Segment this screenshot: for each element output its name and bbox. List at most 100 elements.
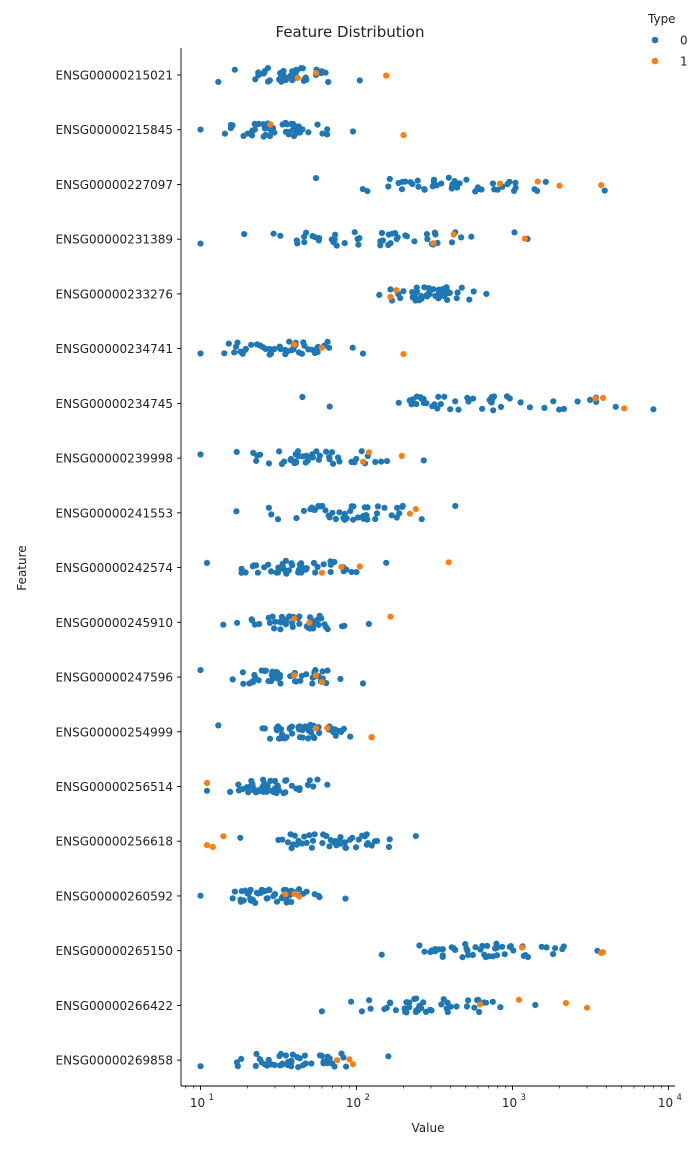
point-type-0 xyxy=(601,187,608,194)
point-type-1 xyxy=(203,842,211,849)
point-type-0 xyxy=(262,667,269,674)
point-type-0 xyxy=(431,401,438,408)
point-type-0 xyxy=(229,895,236,902)
point-type-0 xyxy=(315,503,322,510)
point-type-0 xyxy=(377,242,384,249)
point-type-1 xyxy=(318,679,325,686)
point-type-0 xyxy=(290,841,297,848)
point-type-0 xyxy=(346,836,354,843)
y-tick-label: ENSG00000245910 xyxy=(56,616,173,630)
point-type-0 xyxy=(497,1004,504,1011)
point-type-0 xyxy=(355,241,362,248)
point-type-0 xyxy=(231,349,238,356)
point-type-0 xyxy=(229,676,236,683)
x-tick-label: 10 xyxy=(190,1096,205,1110)
point-type-1 xyxy=(294,74,301,81)
point-type-0 xyxy=(316,729,323,737)
legend-label-1: 1 xyxy=(680,55,688,69)
point-type-0 xyxy=(250,449,257,456)
point-type-0 xyxy=(342,844,349,852)
point-type-0 xyxy=(364,516,371,523)
point-type-1 xyxy=(359,458,367,465)
point-type-0 xyxy=(282,789,289,796)
point-type-0 xyxy=(479,405,486,412)
point-type-0 xyxy=(323,832,330,840)
point-type-0 xyxy=(310,733,317,740)
point-type-0 xyxy=(491,186,498,193)
point-type-0 xyxy=(499,943,506,950)
point-type-0 xyxy=(262,783,269,790)
point-type-0 xyxy=(398,186,406,193)
point-type-0 xyxy=(349,344,356,351)
point-type-0 xyxy=(238,888,245,895)
point-type-0 xyxy=(293,66,300,73)
point-type-1 xyxy=(291,615,298,622)
point-type-0 xyxy=(287,455,295,463)
point-type-0 xyxy=(316,612,323,619)
data-points xyxy=(197,65,657,1071)
point-type-0 xyxy=(282,119,289,126)
point-type-0 xyxy=(331,839,338,846)
point-type-0 xyxy=(403,999,410,1006)
point-type-0 xyxy=(239,786,246,793)
point-type-0 xyxy=(298,560,305,567)
point-type-0 xyxy=(249,563,256,570)
point-type-0 xyxy=(438,1001,445,1008)
y-tick-label: ENSG00000242574 xyxy=(56,561,173,575)
point-type-0 xyxy=(315,237,322,244)
point-type-1 xyxy=(306,619,313,626)
point-type-0 xyxy=(258,1059,265,1066)
point-type-0 xyxy=(386,175,393,183)
point-type-1 xyxy=(412,506,419,513)
point-type-0 xyxy=(413,995,420,1002)
y-tick-label: ENSG00000254999 xyxy=(56,725,173,739)
point-type-0 xyxy=(409,289,416,296)
point-type-1 xyxy=(356,563,363,570)
point-type-0 xyxy=(319,668,326,675)
point-type-0 xyxy=(264,895,271,902)
point-type-0 xyxy=(364,504,371,511)
point-type-0 xyxy=(278,895,285,902)
point-type-0 xyxy=(203,559,211,567)
point-type-1 xyxy=(312,672,320,679)
point-type-0 xyxy=(288,723,295,730)
point-type-0 xyxy=(574,398,581,405)
point-type-0 xyxy=(587,396,594,403)
point-type-0 xyxy=(383,559,390,566)
point-type-0 xyxy=(271,129,278,136)
point-type-0 xyxy=(471,1004,478,1011)
point-type-0 xyxy=(326,843,333,850)
x-tick-exponent: 4 xyxy=(677,1093,682,1103)
point-type-0 xyxy=(284,128,291,135)
point-type-0 xyxy=(331,1063,338,1070)
point-type-0 xyxy=(314,563,321,571)
point-type-0 xyxy=(248,616,255,623)
point-type-0 xyxy=(511,229,518,236)
point-type-0 xyxy=(446,289,453,297)
point-type-0 xyxy=(470,288,477,295)
point-type-1 xyxy=(400,132,407,139)
point-type-0 xyxy=(252,1062,259,1070)
point-type-0 xyxy=(298,65,305,72)
point-type-1 xyxy=(445,559,452,566)
point-type-0 xyxy=(293,515,300,522)
point-type-0 xyxy=(312,175,320,182)
point-type-0 xyxy=(297,677,304,684)
point-type-0 xyxy=(252,76,259,83)
point-type-0 xyxy=(472,944,479,951)
legend-label-0: 0 xyxy=(680,34,688,48)
point-type-0 xyxy=(288,898,295,906)
point-type-0 xyxy=(233,1059,240,1066)
point-type-0 xyxy=(506,943,513,951)
point-type-0 xyxy=(465,997,472,1004)
point-type-0 xyxy=(430,178,437,185)
point-type-1 xyxy=(365,449,372,456)
point-type-0 xyxy=(215,722,222,729)
point-type-0 xyxy=(453,184,461,191)
point-type-0 xyxy=(526,404,534,411)
point-type-0 xyxy=(403,1009,410,1016)
point-type-0 xyxy=(300,77,307,84)
point-type-0 xyxy=(431,229,438,236)
point-type-0 xyxy=(265,460,273,467)
point-type-0 xyxy=(358,1008,365,1015)
